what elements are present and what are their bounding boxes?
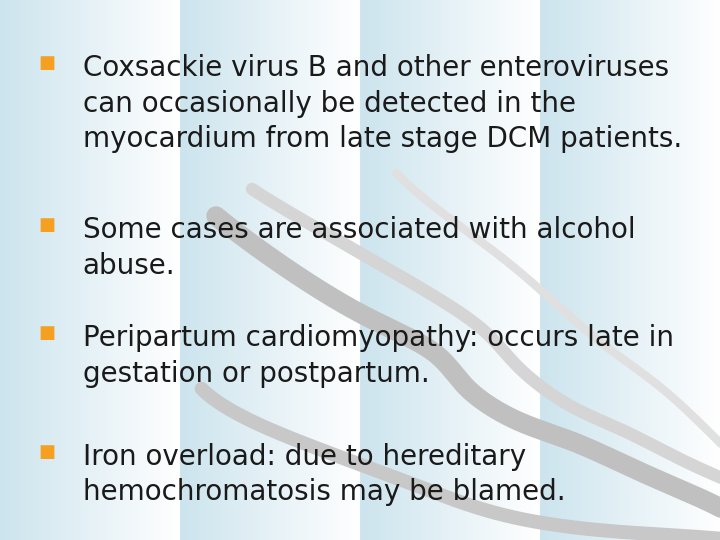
Text: ■: ■	[38, 324, 55, 342]
Text: Iron overload: due to hereditary
hemochromatosis may be blamed.: Iron overload: due to hereditary hemochr…	[83, 443, 565, 507]
Text: ■: ■	[38, 443, 55, 461]
Text: Peripartum cardiomyopathy: occurs late in
gestation or postpartum.: Peripartum cardiomyopathy: occurs late i…	[83, 324, 674, 388]
Text: Coxsackie virus B and other enteroviruses
can occasionally be detected in the
my: Coxsackie virus B and other enteroviruse…	[83, 54, 682, 153]
Text: ■: ■	[38, 54, 55, 72]
Text: Some cases are associated with alcohol
abuse.: Some cases are associated with alcohol a…	[83, 216, 636, 280]
Text: ■: ■	[38, 216, 55, 234]
